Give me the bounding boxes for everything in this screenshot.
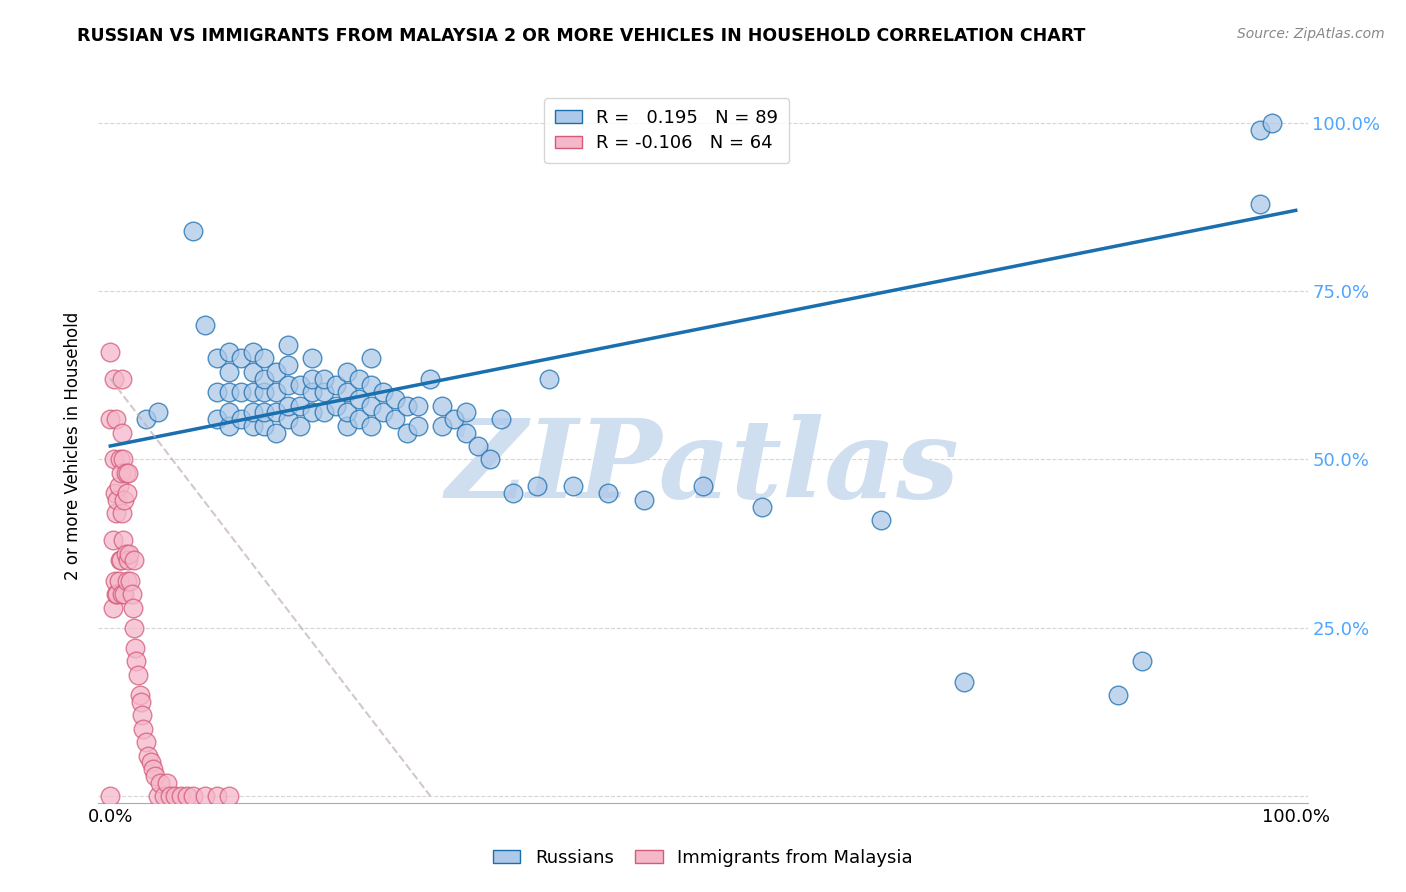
Point	[117, 553, 139, 567]
Point	[312, 372, 335, 386]
Point	[336, 385, 359, 400]
Text: Source: ZipAtlas.com: Source: ZipAtlas.com	[1237, 27, 1385, 41]
Point	[408, 399, 430, 413]
Point	[443, 412, 465, 426]
Point	[561, 479, 583, 493]
Point	[253, 418, 276, 433]
Point	[288, 399, 311, 413]
Point	[432, 418, 454, 433]
Point	[159, 789, 181, 803]
Point	[218, 385, 240, 400]
Point	[277, 358, 299, 372]
Point	[253, 385, 276, 400]
Point	[205, 789, 228, 803]
Point	[146, 789, 169, 803]
Point	[312, 405, 335, 419]
Point	[288, 378, 311, 392]
Point	[419, 372, 441, 386]
Point	[242, 365, 264, 379]
Point	[1249, 122, 1271, 136]
Point	[347, 372, 370, 386]
Point	[347, 392, 370, 406]
Point	[112, 533, 135, 548]
Point	[301, 405, 323, 419]
Point	[242, 344, 264, 359]
Point	[454, 425, 477, 440]
Point	[1130, 655, 1153, 669]
Point	[129, 688, 152, 702]
Point	[384, 392, 406, 406]
Legend: Russians, Immigrants from Malaysia: Russians, Immigrants from Malaysia	[486, 842, 920, 874]
Point	[146, 405, 169, 419]
Point	[360, 378, 382, 392]
Point	[277, 399, 299, 413]
Point	[124, 640, 146, 655]
Point	[242, 385, 264, 400]
Point	[115, 574, 138, 588]
Point	[467, 439, 489, 453]
Point	[1107, 688, 1129, 702]
Point	[105, 492, 128, 507]
Point	[142, 762, 165, 776]
Point	[264, 425, 287, 440]
Point	[432, 399, 454, 413]
Point	[360, 399, 382, 413]
Point	[526, 479, 548, 493]
Point	[98, 789, 121, 803]
Point	[229, 385, 252, 400]
Point	[347, 412, 370, 426]
Point	[395, 425, 418, 440]
Point	[205, 385, 228, 400]
Point	[869, 513, 891, 527]
Point	[112, 452, 135, 467]
Point	[454, 405, 477, 419]
Point	[408, 418, 430, 433]
Point	[633, 492, 655, 507]
Point	[181, 789, 204, 803]
Point	[277, 378, 299, 392]
Point	[692, 479, 714, 493]
Point	[111, 506, 134, 520]
Legend: R =   0.195   N = 89, R = -0.106   N = 64: R = 0.195 N = 89, R = -0.106 N = 64	[544, 98, 789, 163]
Text: ZIPatlas: ZIPatlas	[446, 414, 960, 521]
Point	[108, 553, 131, 567]
Point	[107, 574, 129, 588]
Text: RUSSIAN VS IMMIGRANTS FROM MALAYSIA 2 OR MORE VEHICLES IN HOUSEHOLD CORRELATION : RUSSIAN VS IMMIGRANTS FROM MALAYSIA 2 OR…	[77, 27, 1085, 45]
Point	[205, 351, 228, 366]
Point	[121, 587, 143, 601]
Point	[135, 412, 157, 426]
Point	[264, 405, 287, 419]
Point	[384, 412, 406, 426]
Point	[360, 351, 382, 366]
Point	[218, 405, 240, 419]
Point	[277, 412, 299, 426]
Point	[205, 412, 228, 426]
Point	[110, 553, 132, 567]
Point	[110, 466, 132, 480]
Point	[751, 500, 773, 514]
Point	[242, 418, 264, 433]
Point	[120, 574, 142, 588]
Point	[114, 547, 136, 561]
Point	[312, 385, 335, 400]
Point	[229, 412, 252, 426]
Point	[253, 405, 276, 419]
Point	[139, 756, 162, 770]
Point	[218, 344, 240, 359]
Point	[288, 418, 311, 433]
Point	[111, 372, 134, 386]
Point	[103, 372, 125, 386]
Point	[301, 351, 323, 366]
Point	[111, 587, 134, 601]
Point	[114, 587, 136, 601]
Point	[149, 775, 172, 789]
Point	[125, 655, 148, 669]
Point	[598, 486, 620, 500]
Point	[118, 547, 141, 561]
Point	[336, 418, 359, 433]
Point	[129, 695, 152, 709]
Point	[537, 372, 560, 386]
Point	[218, 365, 240, 379]
Point	[1249, 196, 1271, 211]
